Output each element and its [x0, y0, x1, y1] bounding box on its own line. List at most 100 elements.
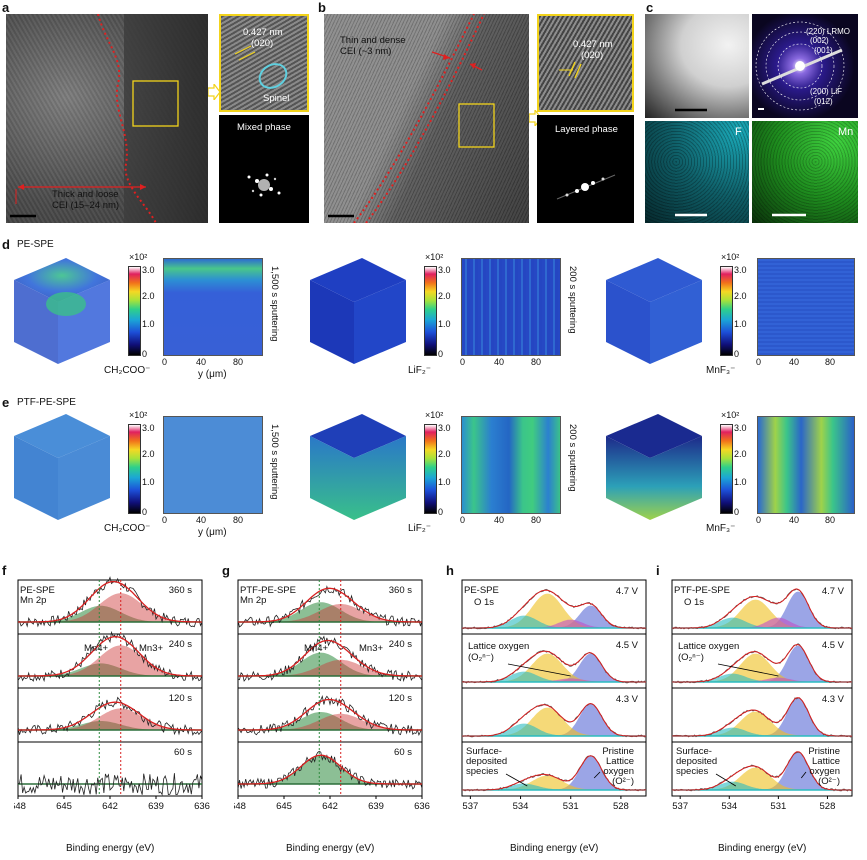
raw-spectrum: [17, 696, 203, 736]
hkl-b: (020): [581, 50, 604, 61]
sub-g: Mn 2p: [240, 595, 267, 606]
cb-exp-d3: ×10²: [721, 252, 740, 262]
fit-envelope: [462, 755, 646, 791]
panel-label-e: e: [2, 395, 10, 410]
species-e3: MnF₃⁻: [706, 523, 736, 534]
cb-tick-d1-1: 3.0: [142, 265, 155, 275]
tem-image-a: Thick and loose CEI (15–24 nm): [6, 14, 208, 223]
colorbar-e2: [424, 424, 437, 514]
y-tick-d1-1: 0: [162, 357, 168, 367]
species-d1: CH₂COO⁻: [104, 365, 151, 376]
colorbar-d2: [424, 266, 437, 356]
tof-cube-e3: [606, 414, 702, 520]
fit-envelope: [672, 751, 852, 791]
y-label-e1: y (μm): [198, 527, 227, 538]
species-d2: LiF₂⁻: [408, 365, 432, 376]
y-tick-d1-3: 80: [233, 357, 244, 367]
mn4-component: [238, 652, 422, 676]
cb-tick-e2-4: 0: [438, 507, 444, 517]
mn4-component: [18, 663, 202, 676]
x-tick-label: 642: [102, 801, 118, 812]
saed-ring-1: (220) LRMO: [806, 27, 851, 36]
panel-label-c: c: [646, 0, 654, 15]
lattice-texture-b: [324, 14, 529, 223]
time-label: 60 s: [174, 747, 192, 758]
eds-map-f: F: [645, 121, 749, 223]
y-tick-e3-1: 0: [756, 515, 762, 525]
title-i: PTF-PE-SPE: [674, 585, 730, 596]
colorbar-d1: [128, 266, 141, 356]
mn4-label: Mn4+: [84, 643, 108, 654]
cei-label-b2: CEI (~3 nm): [340, 46, 392, 57]
tof-map-d2: [461, 258, 561, 356]
x-tick-label: 531: [770, 801, 786, 812]
map-label-f: F: [735, 126, 742, 138]
tof-map-e2: [461, 416, 561, 514]
voltage-label: 4.3 V: [822, 694, 845, 705]
time-label: 360 s: [169, 585, 192, 596]
panel-label-g: g: [222, 563, 230, 578]
voltage-label: 4.3 V: [616, 694, 639, 705]
voltage-label: 4.5 V: [616, 640, 639, 651]
fit-envelope: [672, 697, 852, 737]
cb-tick-d2-1: 3.0: [438, 265, 451, 275]
map-noise-f: [645, 121, 749, 223]
sputter-e2: 200 s sputtering: [567, 424, 578, 492]
cb-exp-d2: ×10²: [425, 252, 444, 262]
eds-map-mn: Mn: [752, 121, 858, 223]
mn3-label: Mn3+: [359, 643, 383, 654]
tof-map-e1: [163, 416, 263, 514]
tof-cube-d1: [14, 258, 110, 364]
x-tick-label: 534: [721, 801, 737, 812]
sputter-d1: 1,500 s sputtering: [269, 266, 280, 342]
lattice-label: Lattice oxygen: [678, 641, 739, 652]
cb-tick-d1-4: 0: [142, 349, 148, 359]
cb-tick-e1-4: 0: [142, 507, 148, 517]
lattice-formula: (O₂ⁿ⁻): [468, 652, 494, 663]
cei-label-a2: CEI (15–24 nm): [52, 200, 120, 211]
pristine-label: oxygen: [809, 766, 840, 777]
mn4-component: [18, 605, 202, 622]
y-label-d1: y (μm): [198, 369, 227, 380]
y-tick-e1-1: 0: [162, 515, 168, 525]
surface-label: Surface-: [466, 746, 502, 757]
cb-tick-d3-3: 1.0: [734, 319, 747, 329]
x-tick-label: 636: [194, 801, 210, 812]
tof-cube-e2: [310, 414, 406, 520]
hrtem-zoom-a: 0.427 nm (020) Spinel: [219, 14, 309, 112]
cb-tick-d3-4: 0: [734, 349, 740, 359]
cb-tick-d2-2: 2.0: [438, 291, 451, 301]
y-tick-e3-2: 40: [789, 515, 800, 525]
pristine-label: Pristine: [808, 746, 840, 757]
cei-label-b1: Thin and dense: [340, 35, 406, 46]
cb-tick-d3-1: 3.0: [734, 265, 747, 275]
raw-spectrum: [17, 630, 203, 683]
saed-ring-4: (200) LiF: [810, 87, 843, 96]
panel-label-a: a: [2, 0, 10, 15]
raw-spectrum: [17, 773, 203, 796]
pristine-label: (O²⁻): [818, 776, 840, 787]
mn4-component: [238, 712, 422, 730]
time-label: 240 s: [389, 639, 412, 650]
y-tick-d3-2: 40: [789, 357, 800, 367]
x-tick-label: 645: [276, 801, 292, 812]
sputter-d2: 200 s sputtering: [567, 266, 578, 334]
y-tick-d3-1: 0: [756, 357, 762, 367]
time-label: 360 s: [389, 585, 412, 596]
cb-tick-e1-2: 2.0: [142, 449, 155, 459]
y-tick-e2-1: 0: [460, 515, 466, 525]
xlabel-g: Binding energy (eV): [286, 843, 375, 854]
time-label: 120 s: [169, 693, 192, 704]
pristine-label: Lattice: [606, 756, 634, 767]
species-e2: LiF₂⁻: [408, 523, 432, 534]
x-tick-label: 528: [613, 801, 629, 812]
mn3-component: [18, 708, 202, 730]
mn3-label: Mn3+: [139, 643, 163, 654]
pristine-arrow: [593, 771, 601, 779]
hkl-a: (020): [251, 38, 274, 49]
saed-ring-5: (012): [814, 97, 833, 106]
y-tick-e1-3: 80: [233, 515, 244, 525]
time-label: 120 s: [389, 693, 412, 704]
tof-map-d3: [757, 258, 855, 356]
